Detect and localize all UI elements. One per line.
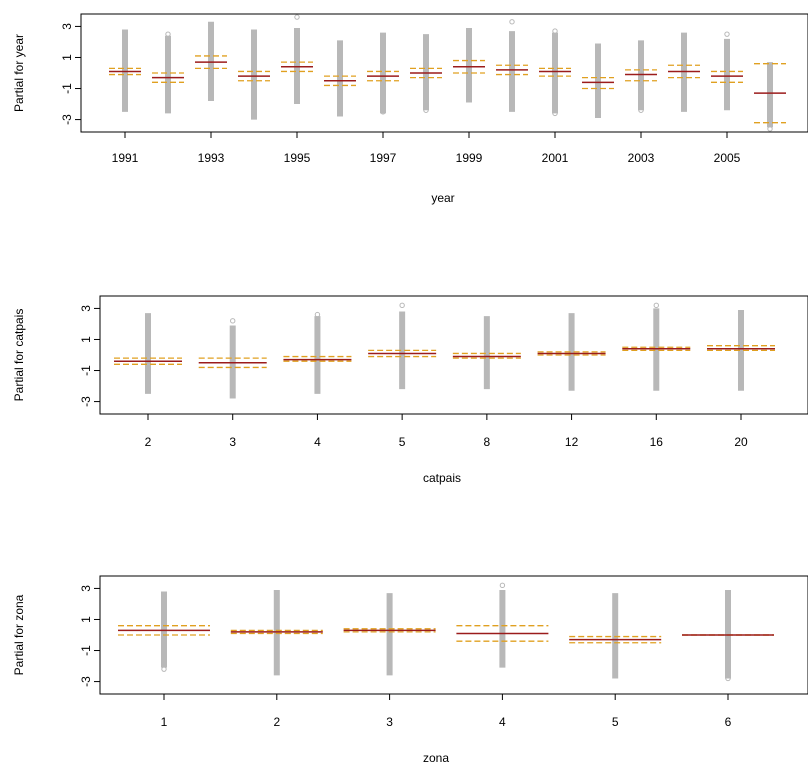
x-tick-label: 4: [314, 435, 321, 449]
y-tick-label: -3: [79, 676, 93, 687]
y-tick-label: -3: [60, 114, 74, 125]
y-tick-label: -3: [79, 396, 93, 407]
plot-marks: [114, 302, 775, 399]
plot-frame: [99, 295, 808, 415]
y-axis-label: Partial for zona: [12, 594, 26, 675]
x-tick-label: 4: [499, 715, 506, 729]
residual-outlier: [509, 19, 515, 25]
residual-outlier: [165, 31, 171, 37]
residual-outlier: [552, 28, 558, 34]
x-tick-label: 2005: [714, 151, 741, 165]
x-tick-label: 1995: [284, 151, 311, 165]
y-tick-label: 1: [79, 336, 93, 343]
residual-outlier: [638, 107, 644, 113]
x-tick-label: 2001: [542, 151, 569, 165]
residual-outlier: [725, 675, 731, 682]
x-tick-label: 1991: [112, 151, 139, 165]
plot-marks: [109, 14, 786, 132]
plot-frame: [80, 13, 808, 133]
y-tick-label: -1: [79, 645, 93, 656]
x-axis: 2 3 4 5 8 12 16 20: [145, 414, 748, 449]
residual-outlier: [724, 31, 730, 37]
x-tick-label: 1: [161, 715, 168, 729]
residual-outlier: [767, 126, 773, 132]
x-axis: 1991 1993 1995 1997 1999 2001 2003 2005: [112, 132, 741, 165]
x-tick-label: 3: [229, 435, 236, 449]
x-tick-label: 12: [565, 435, 579, 449]
y-tick-label: -1: [60, 83, 74, 94]
y-tick-label: 1: [79, 616, 93, 623]
residual-outlier: [552, 110, 558, 117]
x-axis: 1 2 3 4 5 6: [161, 694, 732, 729]
y-tick-label: 3: [60, 23, 74, 30]
x-axis-label: catpais: [423, 471, 461, 485]
residual-outlier: [161, 666, 167, 672]
x-tick-label: 5: [612, 715, 619, 729]
x-tick-label: 1999: [456, 151, 483, 165]
x-tick-label: 3: [386, 715, 393, 729]
y-axis-label: Partial for year: [12, 34, 26, 112]
x-tick-label: 20: [734, 435, 748, 449]
y-axis: 3 1 -1 -3: [79, 585, 100, 687]
x-tick-label: 2003: [628, 151, 655, 165]
residual-outlier: [499, 582, 506, 589]
panel-zona: 3 1 -1 -3 1 2 3 4 5 6 Partial for zona zona: [12, 575, 808, 765]
residual-outlier: [230, 318, 236, 324]
panel-catpais: 3 1 -1 -3 2 3 4 5 8 12 16 20 Partial for catpais c…: [12, 295, 808, 485]
residual-outlier: [399, 302, 405, 309]
residual-outlier: [423, 107, 429, 113]
residual-outlier: [653, 302, 659, 309]
residual-outlier: [294, 14, 300, 20]
x-tick-label: 2: [145, 435, 152, 449]
x-axis-label: zona: [423, 751, 449, 765]
panel-year: 31-1-3 1991 1993 1995 1997 1999 2001 2003 2005 …: [12, 13, 808, 205]
y-tick-label: 1: [60, 54, 74, 61]
x-tick-label: 6: [725, 715, 732, 729]
y-axis: 3 1 -1 -3: [79, 305, 100, 407]
x-tick-label: 5: [399, 435, 406, 449]
plot-marks: [118, 582, 774, 682]
residual-outlier: [380, 109, 386, 115]
y-axis: 3 1 -1 -3: [60, 23, 81, 125]
x-axis-label: year: [431, 191, 454, 205]
plot-frame: [99, 575, 808, 695]
x-tick-label: 8: [484, 435, 491, 449]
residual-outlier: [314, 311, 321, 318]
x-tick-label: 1997: [370, 151, 397, 165]
x-tick-label: 1993: [198, 151, 225, 165]
y-tick-label: 3: [79, 585, 93, 592]
x-tick-label: 2: [273, 715, 280, 729]
x-tick-label: 16: [650, 435, 664, 449]
y-tick-label: 3: [79, 305, 93, 312]
y-axis-label: Partial for catpais: [12, 309, 26, 402]
y-tick-label: -1: [79, 365, 93, 376]
